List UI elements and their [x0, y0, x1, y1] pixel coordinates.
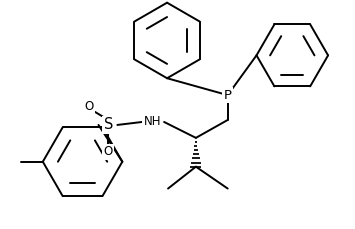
Text: O: O — [104, 145, 113, 158]
Text: S: S — [104, 117, 113, 132]
Text: NH: NH — [143, 115, 161, 128]
Text: O: O — [84, 100, 93, 112]
Text: P: P — [224, 89, 232, 102]
